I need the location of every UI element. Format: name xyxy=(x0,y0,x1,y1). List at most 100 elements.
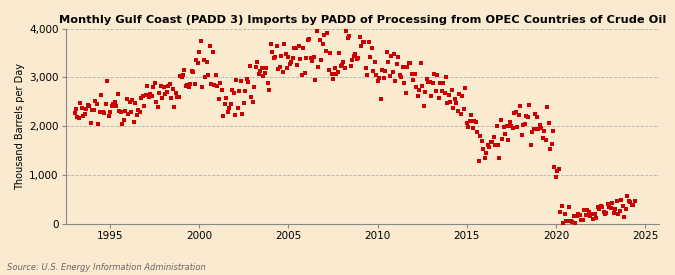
Point xyxy=(344,34,355,38)
Point xyxy=(87,108,98,112)
Point xyxy=(521,114,532,118)
Point xyxy=(473,159,484,164)
Point xyxy=(603,202,614,206)
Point xyxy=(450,97,460,101)
Point xyxy=(169,105,180,109)
Point xyxy=(97,110,108,115)
Point xyxy=(163,84,173,89)
Point xyxy=(427,81,438,86)
Point xyxy=(522,115,533,119)
Point xyxy=(392,62,402,67)
Point xyxy=(317,42,328,46)
Point xyxy=(223,106,234,110)
Point xyxy=(300,71,310,75)
Point xyxy=(304,36,315,41)
Point xyxy=(503,138,514,142)
Point xyxy=(270,54,281,59)
Point xyxy=(536,126,547,130)
Point xyxy=(493,143,504,147)
Point xyxy=(410,72,421,76)
Point xyxy=(597,205,608,209)
Point xyxy=(96,93,107,97)
Point xyxy=(248,100,259,104)
Point xyxy=(267,50,277,54)
Point xyxy=(325,51,335,55)
Point xyxy=(462,121,472,125)
Point xyxy=(273,66,284,71)
Point xyxy=(591,216,601,220)
Point xyxy=(128,119,139,124)
Text: Source: U.S. Energy Information Administration: Source: U.S. Energy Information Administ… xyxy=(7,263,205,272)
Point xyxy=(441,74,452,79)
Point xyxy=(396,75,407,80)
Point xyxy=(149,81,160,86)
Point xyxy=(222,110,233,114)
Point xyxy=(506,124,517,128)
Point xyxy=(243,79,254,84)
Point xyxy=(212,83,223,88)
Point xyxy=(364,55,375,59)
Point xyxy=(470,120,481,124)
Point xyxy=(543,120,554,125)
Point xyxy=(514,113,524,117)
Point xyxy=(234,89,245,93)
Point xyxy=(436,89,447,93)
Point xyxy=(541,105,552,109)
Point xyxy=(432,73,443,77)
Point xyxy=(218,113,229,118)
Point xyxy=(456,112,466,116)
Point xyxy=(78,114,89,118)
Point xyxy=(529,126,539,131)
Point xyxy=(236,78,246,83)
Point xyxy=(231,78,242,82)
Point xyxy=(377,68,387,72)
Point xyxy=(485,139,496,144)
Point xyxy=(145,92,156,97)
Point xyxy=(209,83,219,87)
Point xyxy=(502,123,512,128)
Point xyxy=(531,114,542,119)
Point xyxy=(466,113,477,118)
Point xyxy=(626,203,637,208)
Point xyxy=(109,100,120,104)
Point xyxy=(121,97,132,101)
Point xyxy=(533,127,543,132)
Point xyxy=(117,122,128,127)
Point xyxy=(106,104,117,108)
Point xyxy=(86,120,97,125)
Point xyxy=(230,113,240,117)
Point xyxy=(155,84,166,88)
Point xyxy=(374,75,385,80)
Point xyxy=(605,206,616,210)
Point xyxy=(319,33,329,38)
Point xyxy=(487,140,497,145)
Point xyxy=(347,58,358,62)
Point xyxy=(558,221,569,225)
Point xyxy=(249,85,260,89)
Point xyxy=(402,65,413,69)
Point xyxy=(71,107,82,112)
Point xyxy=(509,111,520,115)
Point xyxy=(95,110,105,114)
Point xyxy=(275,54,286,58)
Point xyxy=(311,29,322,33)
Point xyxy=(242,76,252,81)
Point xyxy=(479,156,490,161)
Point xyxy=(607,201,618,205)
Point xyxy=(101,102,111,106)
Point xyxy=(341,29,352,33)
Point xyxy=(246,94,256,99)
Point xyxy=(315,38,325,42)
Point xyxy=(333,51,344,56)
Point xyxy=(115,110,126,114)
Point xyxy=(497,137,508,141)
Point xyxy=(350,51,360,56)
Point xyxy=(301,56,312,60)
Point xyxy=(415,61,426,65)
Point xyxy=(429,72,439,76)
Point xyxy=(561,219,572,223)
Point xyxy=(421,76,432,81)
Point xyxy=(133,108,144,112)
Point xyxy=(508,126,518,130)
Point xyxy=(408,78,418,82)
